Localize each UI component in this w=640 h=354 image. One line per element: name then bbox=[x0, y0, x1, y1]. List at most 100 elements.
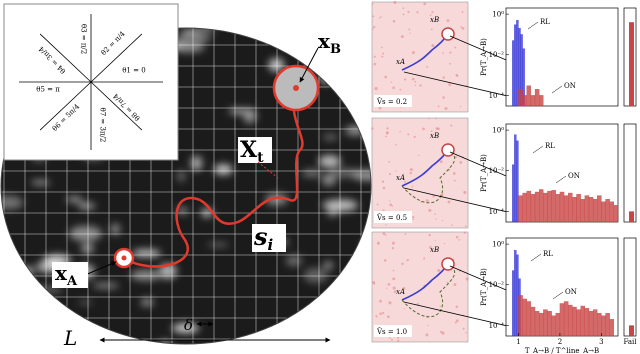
on-path bbox=[401, 263, 456, 318]
label-main: x bbox=[55, 261, 68, 285]
hist-bar bbox=[551, 315, 556, 337]
vortex bbox=[77, 203, 96, 209]
map-dot bbox=[372, 15, 375, 18]
map-dot bbox=[372, 28, 375, 30]
vortex bbox=[243, 107, 257, 124]
hist-bar bbox=[530, 95, 536, 107]
vortex bbox=[190, 155, 203, 171]
map-dot bbox=[409, 171, 412, 175]
vortex bbox=[12, 266, 33, 278]
label-main: s bbox=[253, 222, 268, 251]
pointer bbox=[299, 47, 319, 83]
speed-label: V̂s = 0.5 bbox=[376, 214, 407, 222]
hist-bar bbox=[543, 309, 548, 337]
label-box bbox=[238, 137, 272, 163]
panels: xB xA V̂s = 0.2 Pr(T_A→B) 10⁰ 10⁻² 10⁻⁴ RL ON xB x… bbox=[371, 0, 637, 354]
hist-bar bbox=[530, 194, 536, 223]
map-dot bbox=[402, 7, 405, 10]
map-dot bbox=[439, 160, 443, 164]
fail-frame bbox=[623, 237, 637, 337]
map-dot bbox=[386, 287, 388, 289]
connector bbox=[403, 301, 526, 331]
map-dot bbox=[414, 80, 417, 83]
y-axis-label: Pr(T_A→B) bbox=[480, 268, 488, 306]
hist-bar bbox=[518, 195, 523, 223]
map-dot bbox=[371, 3, 374, 5]
hist-bar bbox=[514, 134, 517, 223]
map-dot bbox=[374, 87, 378, 91]
hist-bar bbox=[547, 190, 552, 223]
angle-label: θ1 = 0 bbox=[122, 66, 145, 74]
map-dot bbox=[382, 311, 385, 315]
vortex bbox=[344, 328, 371, 342]
map-dot bbox=[439, 305, 441, 307]
hist-bar bbox=[597, 195, 602, 223]
hist-bar bbox=[547, 311, 552, 337]
map-dot bbox=[387, 283, 391, 286]
vortex bbox=[265, 193, 288, 205]
map-dot bbox=[399, 130, 401, 133]
map-dot bbox=[386, 127, 389, 130]
map-dot bbox=[428, 233, 431, 237]
map-dot bbox=[463, 231, 466, 234]
map-dot bbox=[380, 16, 382, 18]
x-axis-label: T_A→B / T^line_A→B bbox=[525, 347, 599, 354]
map-dot bbox=[426, 65, 428, 68]
map-dot bbox=[402, 13, 405, 16]
map-dot bbox=[428, 246, 432, 249]
hist-bar bbox=[534, 311, 540, 337]
map-dot bbox=[441, 193, 444, 195]
vortex bbox=[327, 168, 361, 178]
map-dot bbox=[447, 200, 451, 204]
hist-bar bbox=[559, 191, 565, 223]
map-dot bbox=[423, 2, 427, 6]
map-dot bbox=[434, 213, 436, 215]
trajectory-map bbox=[371, 231, 469, 343]
map-dot bbox=[435, 117, 438, 120]
y-tick-label: 10⁻² bbox=[489, 281, 505, 289]
hist-bar bbox=[563, 195, 569, 223]
fail-bar bbox=[629, 211, 634, 222]
label-box bbox=[252, 224, 286, 252]
on-path bbox=[401, 149, 456, 204]
map-dot bbox=[391, 241, 395, 245]
hist-bar bbox=[526, 85, 532, 107]
map-dot bbox=[404, 307, 406, 310]
map-dot bbox=[431, 11, 434, 14]
vortex bbox=[322, 133, 338, 141]
angle-rays: θ1 = 0θ2 = π/4θ3 = π/2θ4 = 3π/4θ5 = πθ6 … bbox=[19, 14, 163, 150]
vortex bbox=[1, 195, 24, 210]
label-leader bbox=[527, 21, 539, 30]
map-dot bbox=[419, 84, 422, 87]
vortex bbox=[79, 300, 92, 305]
angle-ray bbox=[39, 33, 92, 83]
connector bbox=[403, 187, 526, 217]
hist-bar bbox=[597, 312, 602, 337]
map-dot bbox=[430, 28, 433, 31]
map-dot bbox=[379, 312, 383, 316]
map-dot bbox=[435, 218, 437, 220]
map-dot bbox=[423, 256, 426, 259]
hist-bar bbox=[559, 303, 565, 337]
map-dot bbox=[375, 315, 378, 318]
map-dot bbox=[371, 127, 374, 130]
map-dot bbox=[392, 86, 395, 90]
hist-bar bbox=[522, 298, 527, 337]
vortex bbox=[158, 340, 172, 344]
target bbox=[441, 257, 455, 271]
map-dot bbox=[463, 190, 467, 194]
map-dot bbox=[459, 105, 462, 108]
map-dot bbox=[409, 168, 413, 172]
speed-box bbox=[374, 211, 412, 223]
map-dot bbox=[373, 55, 376, 58]
hist-bar bbox=[568, 192, 573, 223]
map-dot bbox=[425, 199, 429, 203]
map-dot bbox=[454, 321, 457, 324]
map-dot bbox=[453, 179, 456, 182]
vortex bbox=[181, 28, 201, 36]
map-dot bbox=[392, 20, 396, 23]
hist-bar bbox=[605, 198, 610, 223]
x-tick-label: 3 bbox=[599, 338, 603, 346]
label-delta: δ bbox=[184, 316, 193, 334]
